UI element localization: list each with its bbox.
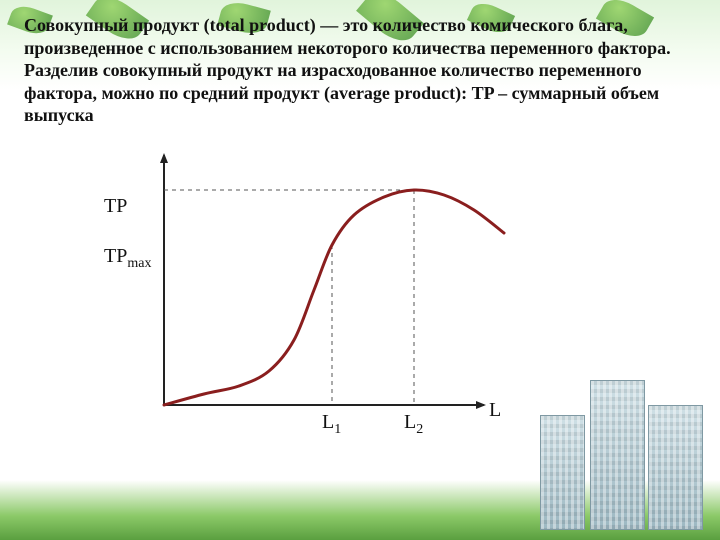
label-l1: L1 (322, 411, 341, 438)
tp-chart: TP TPmax L1 L2 L (54, 145, 574, 445)
label-tpmax-sub: max (127, 256, 151, 271)
label-l1-base: L (322, 411, 334, 433)
label-l: L (489, 399, 501, 422)
label-l2: L2 (404, 411, 423, 438)
label-l2-sub: 2 (416, 422, 423, 437)
label-tpmax-base: TP (104, 245, 127, 267)
definition-paragraph: Совокупный продукт (total product) — это… (24, 14, 696, 127)
label-tp: TP (104, 195, 127, 218)
content: Совокупный продукт (total product) — это… (0, 0, 720, 445)
label-l2-base: L (404, 411, 416, 433)
label-tpmax: TPmax (104, 245, 151, 272)
label-l1-sub: 1 (334, 422, 341, 437)
para-bold: Совокупный продукт (total product) (24, 15, 316, 35)
